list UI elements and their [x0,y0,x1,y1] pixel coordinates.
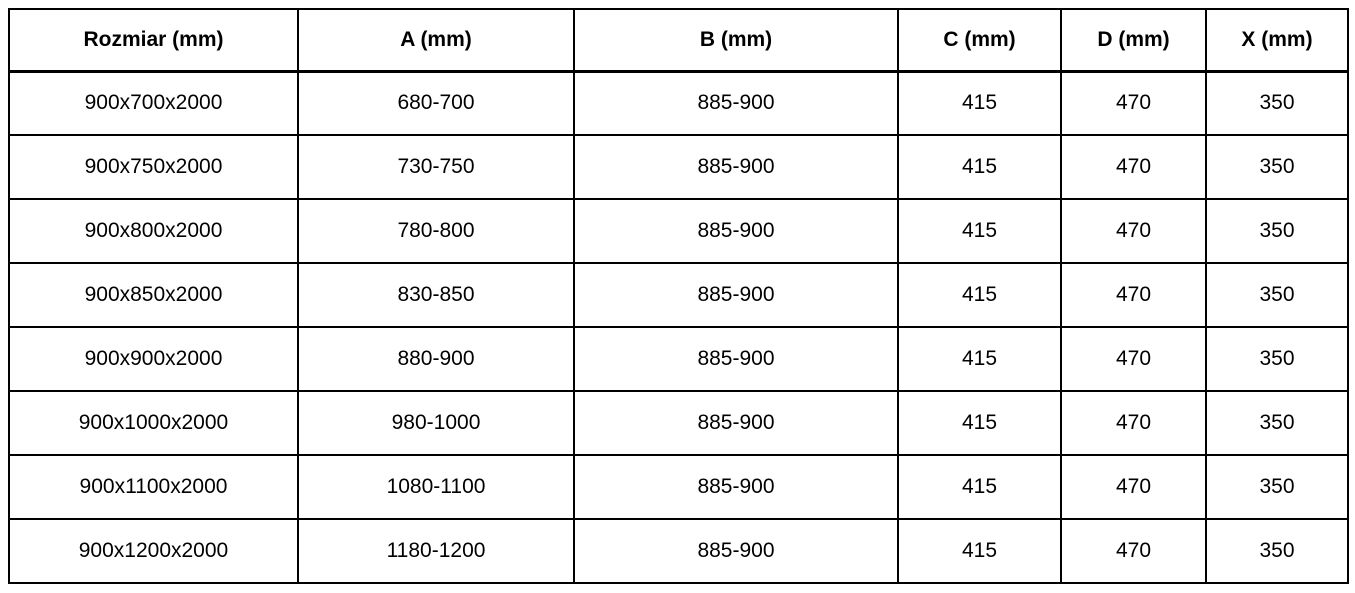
table-cell: 350 [1205,326,1349,392]
table-cell: 885-900 [573,518,899,584]
header-row: Rozmiar (mm) A (mm) B (mm) C (mm) D (mm)… [8,8,1349,73]
table-cell: 470 [1060,454,1207,520]
table-cell: 470 [1060,262,1207,328]
table-row: 900x750x2000 730-750 885-900 415 470 350 [8,134,1349,200]
table-cell: 350 [1205,198,1349,264]
table-cell: 680-700 [297,70,575,136]
table-cell: 415 [897,326,1062,392]
table-cell: 885-900 [573,262,899,328]
table-cell: 885-900 [573,70,899,136]
table-cell: 415 [897,454,1062,520]
table-cell: 880-900 [297,326,575,392]
table-cell: 350 [1205,70,1349,136]
table-cell: 900x850x2000 [8,262,299,328]
table-cell: 350 [1205,390,1349,456]
table-cell: 885-900 [573,326,899,392]
column-header-d: D (mm) [1060,8,1207,73]
table-cell: 885-900 [573,134,899,200]
table-cell: 900x1000x2000 [8,390,299,456]
table-cell: 470 [1060,134,1207,200]
table-cell: 470 [1060,518,1207,584]
table-cell: 350 [1205,454,1349,520]
column-header-b: B (mm) [573,8,899,73]
table-cell: 730-750 [297,134,575,200]
table-cell: 980-1000 [297,390,575,456]
table-cell: 470 [1060,198,1207,264]
table-cell: 885-900 [573,198,899,264]
table-cell: 415 [897,390,1062,456]
table-row: 900x1200x2000 1180-1200 885-900 415 470 350 [8,518,1349,584]
table-cell: 350 [1205,134,1349,200]
table-row: 900x800x2000 780-800 885-900 415 470 350 [8,198,1349,264]
table-cell: 350 [1205,262,1349,328]
table-cell: 900x750x2000 [8,134,299,200]
table-row: 900x1000x2000 980-1000 885-900 415 470 350 [8,390,1349,456]
table-cell: 900x1200x2000 [8,518,299,584]
table-cell: 415 [897,134,1062,200]
table-row: 900x1100x2000 1080-1100 885-900 415 470 350 [8,454,1349,520]
table-cell: 885-900 [573,390,899,456]
table-row: 900x700x2000 680-700 885-900 415 470 350 [8,70,1349,136]
column-header-rozmiar: Rozmiar (mm) [8,8,299,73]
column-header-a: A (mm) [297,8,575,73]
size-specification-table: Rozmiar (mm) A (mm) B (mm) C (mm) D (mm)… [8,8,1349,584]
table-cell: 900x700x2000 [8,70,299,136]
table-cell: 1080-1100 [297,454,575,520]
column-header-x: X (mm) [1205,8,1349,73]
table-cell: 415 [897,70,1062,136]
table-cell: 830-850 [297,262,575,328]
table-cell: 780-800 [297,198,575,264]
table-cell: 470 [1060,326,1207,392]
table-cell: 470 [1060,70,1207,136]
table-cell: 1180-1200 [297,518,575,584]
table-cell: 885-900 [573,454,899,520]
table-cell: 350 [1205,518,1349,584]
table-row: 900x900x2000 880-900 885-900 415 470 350 [8,326,1349,392]
table-cell: 415 [897,262,1062,328]
table-cell: 900x900x2000 [8,326,299,392]
table-cell: 900x1100x2000 [8,454,299,520]
table-cell: 900x800x2000 [8,198,299,264]
table-cell: 415 [897,518,1062,584]
table-cell: 470 [1060,390,1207,456]
column-header-c: C (mm) [897,8,1062,73]
table-body: 900x700x2000 680-700 885-900 415 470 350 900x7… [8,70,1349,584]
table-cell: 415 [897,198,1062,264]
table-row: 900x850x2000 830-850 885-900 415 470 350 [8,262,1349,328]
